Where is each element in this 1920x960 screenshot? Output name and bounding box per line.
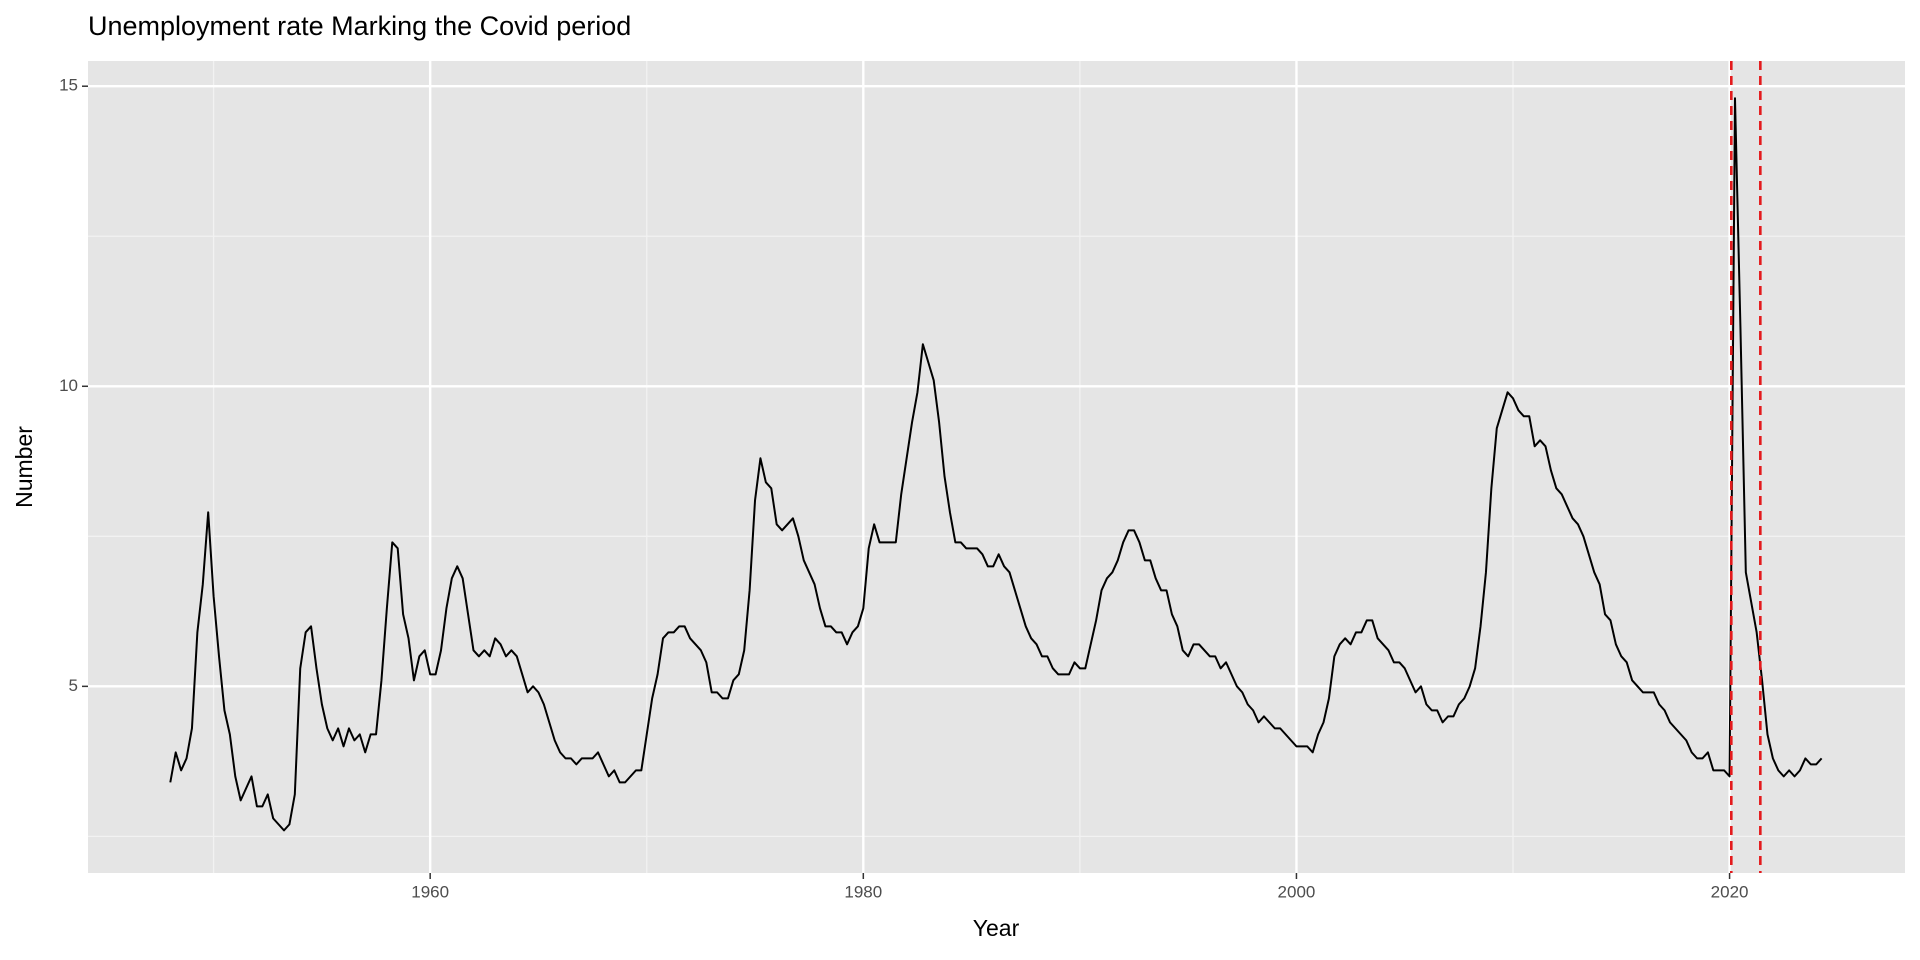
x-tick-label: 1960 <box>411 882 449 901</box>
y-axis-title: Number <box>11 426 37 508</box>
x-axis-title: Year <box>973 915 1020 941</box>
y-tick-label: 10 <box>59 376 78 395</box>
panel <box>88 61 1905 873</box>
y-tick-label: 15 <box>59 76 78 95</box>
chart-title: Unemployment rate Marking the Covid peri… <box>88 11 631 41</box>
data-line <box>169 97 1823 832</box>
x-tick-label: 1980 <box>844 882 882 901</box>
x-tick-label: 2020 <box>1711 882 1749 901</box>
x-tick-label: 2000 <box>1278 882 1316 901</box>
y-tick-label: 5 <box>69 676 78 695</box>
